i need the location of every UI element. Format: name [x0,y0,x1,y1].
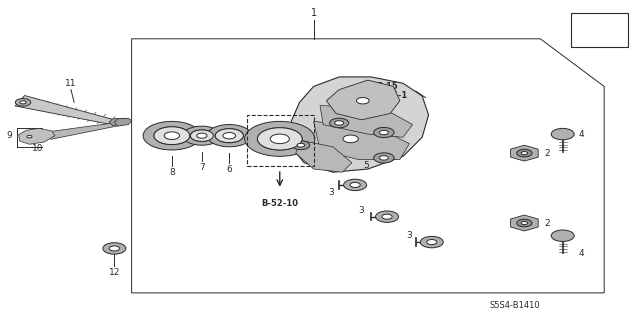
Text: 1: 1 [310,8,317,19]
Circle shape [182,126,221,145]
Circle shape [190,130,213,141]
Polygon shape [511,145,538,161]
Circle shape [427,240,437,245]
Circle shape [380,156,388,160]
Circle shape [380,130,388,135]
Polygon shape [115,118,132,126]
Text: 2: 2 [544,219,550,227]
Text: 8: 8 [169,168,175,177]
Circle shape [335,121,344,125]
Text: 6: 6 [227,165,232,174]
Text: 10: 10 [32,144,44,153]
Circle shape [20,101,26,104]
Circle shape [292,141,310,150]
Circle shape [207,124,252,147]
FancyBboxPatch shape [571,13,628,48]
Text: 9: 9 [6,131,12,140]
Circle shape [215,129,243,143]
Circle shape [257,128,302,150]
Circle shape [103,243,126,254]
Circle shape [23,133,36,140]
Text: 11: 11 [65,79,77,88]
Polygon shape [314,122,410,160]
Circle shape [215,129,243,143]
Circle shape [344,179,367,191]
Circle shape [244,122,315,156]
Polygon shape [511,215,538,231]
Circle shape [516,149,532,157]
Text: S5S4-B1410: S5S4-B1410 [490,301,540,310]
Polygon shape [109,118,129,125]
Circle shape [15,99,31,106]
Circle shape [374,127,394,137]
Circle shape [376,211,399,222]
Circle shape [190,130,213,141]
Text: 5: 5 [364,161,369,170]
Circle shape [350,182,360,188]
Circle shape [330,118,349,128]
Circle shape [374,153,394,163]
Circle shape [297,143,305,147]
Circle shape [349,94,377,108]
Text: B-15: B-15 [376,82,398,91]
Circle shape [420,236,444,248]
Text: 3: 3 [406,231,412,240]
Circle shape [382,214,392,219]
Circle shape [356,98,369,104]
Circle shape [154,127,189,145]
Circle shape [223,132,236,139]
Text: FR.: FR. [577,30,595,40]
Circle shape [109,246,120,251]
Text: B-15-1: B-15-1 [376,92,408,100]
Polygon shape [320,106,413,137]
Circle shape [332,129,370,148]
Text: 4: 4 [579,130,585,138]
Circle shape [521,221,527,225]
Polygon shape [19,128,55,144]
Text: 3: 3 [328,188,333,197]
Circle shape [164,132,179,139]
Circle shape [196,133,207,138]
Circle shape [257,128,302,150]
Text: 4: 4 [579,249,585,258]
Circle shape [27,135,32,138]
Text: 12: 12 [109,268,120,277]
Polygon shape [46,122,124,139]
Polygon shape [291,77,429,172]
Circle shape [270,134,289,144]
Text: B-52-10: B-52-10 [261,199,298,208]
Text: 7: 7 [199,163,205,172]
Polygon shape [15,95,120,126]
Circle shape [551,230,574,241]
Circle shape [516,219,532,227]
Circle shape [551,128,574,140]
Circle shape [343,135,358,143]
Polygon shape [326,80,400,120]
Circle shape [521,152,527,155]
Polygon shape [296,140,352,172]
Circle shape [143,122,200,150]
Text: 2: 2 [544,149,550,158]
Text: 3: 3 [358,206,364,215]
Circle shape [154,127,189,145]
